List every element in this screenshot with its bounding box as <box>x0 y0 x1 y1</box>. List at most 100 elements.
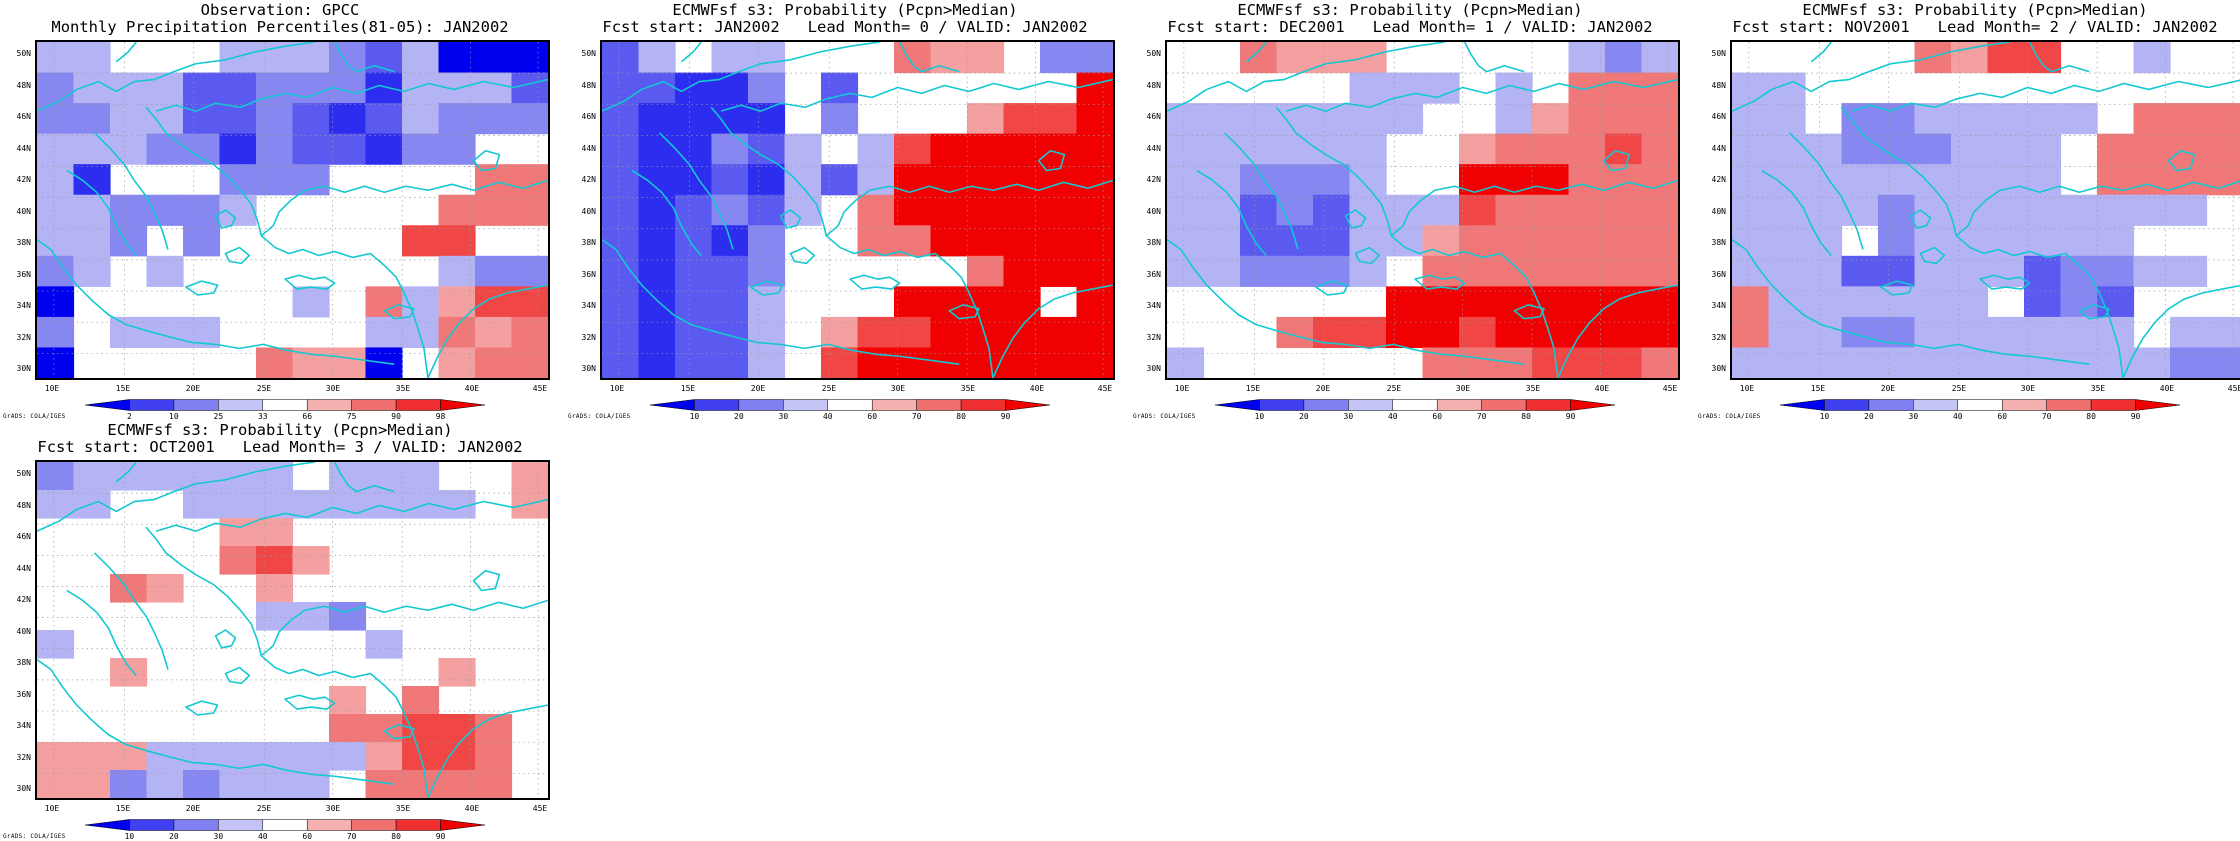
grid-cell <box>37 286 75 318</box>
title-line-2: Fcst start: NOV2001 Lead Month= 2 / VALI… <box>1732 18 2218 36</box>
grid-cell <box>1568 255 1606 287</box>
colorbar-segment <box>351 819 397 831</box>
lat-label: 42N <box>1146 175 1161 184</box>
grid-cell <box>1950 316 1989 349</box>
lat-label: 44N <box>1711 143 1726 153</box>
grid-cell <box>2097 194 2135 226</box>
grid-cell <box>1804 133 1843 165</box>
grid-cell <box>1568 42 1606 74</box>
grid-cell <box>1605 347 1643 378</box>
colorbar-label: 80 <box>391 832 401 841</box>
grid-cell <box>674 347 713 378</box>
grid-cell <box>73 462 111 491</box>
lat-label: 50N <box>16 469 31 478</box>
grid-cell <box>475 42 513 74</box>
grid-cell <box>1385 225 1424 257</box>
grid-cell <box>2097 255 2135 287</box>
grid-cell <box>1167 225 1205 257</box>
colorbar-segment <box>694 399 740 411</box>
grid-cell <box>511 72 548 104</box>
map-panel-observation: Observation: GPCC Monthly Precipitation … <box>0 0 560 421</box>
grid-cell <box>37 255 75 287</box>
colorbar-label: 40 <box>822 412 833 421</box>
panel-title: ECMWFsf s3: Probability (Pcpn>Median) Fc… <box>0 422 560 456</box>
grid-cell <box>109 770 148 798</box>
grid-cell <box>1732 316 1770 349</box>
grid-cell <box>2024 347 2062 378</box>
coastline <box>1761 169 1832 256</box>
grid-cell <box>1276 42 1314 74</box>
grid-cell <box>402 133 440 165</box>
colorbar-label: 10 <box>169 412 179 421</box>
grid-cell <box>2060 286 2098 318</box>
colorbar-label: 70 <box>346 832 357 841</box>
grid-cell <box>1239 194 1278 226</box>
title-line-1: ECMWFsf s3: Probability (Pcpn>Median) <box>1237 1 1583 19</box>
colorbar-segment <box>1868 399 1914 411</box>
colorbar-label: 30 <box>1343 412 1354 421</box>
grid-cell <box>1003 164 1041 196</box>
map-frame <box>35 460 550 800</box>
lat-label: 36N <box>16 689 31 699</box>
grid-cell <box>37 462 75 491</box>
grid-cell <box>438 225 476 257</box>
colorbar-segment <box>129 819 175 831</box>
grid-cell <box>1532 164 1570 196</box>
grid-cell <box>255 347 294 378</box>
colorbar-segment <box>827 399 873 411</box>
grid-cell <box>182 489 221 519</box>
lon-label: 10E <box>1739 384 1755 393</box>
grid-cell <box>329 103 367 135</box>
grid-cell <box>674 286 713 318</box>
grid-cell <box>1987 316 2025 349</box>
grid-cell <box>1914 133 1952 165</box>
grid-cell <box>2024 42 2062 74</box>
colorbar-label: 40 <box>1387 412 1398 421</box>
lon-label: 45E <box>532 384 548 393</box>
lon-label: 20E <box>750 384 766 393</box>
grid-cell <box>219 42 257 74</box>
grid-cell <box>1040 133 1078 165</box>
grid-cell <box>1568 133 1606 165</box>
grid-cell <box>1167 103 1205 135</box>
grid-cell <box>747 42 786 74</box>
lat-label: 48N <box>16 80 31 90</box>
lat-label: 30N <box>1711 364 1726 373</box>
colorbar-segment <box>1215 399 1260 411</box>
lon-label: 30E <box>325 384 341 393</box>
lat-label: 40N <box>581 206 596 216</box>
grid-cell <box>292 286 330 318</box>
lat-label: 34N <box>16 301 31 310</box>
grid-cell <box>37 42 75 74</box>
colorbar-segment <box>2001 399 2047 411</box>
colorbar-label: 20 <box>734 412 744 421</box>
grid-cell <box>292 103 330 135</box>
grid-cell <box>1422 72 1460 104</box>
grid-cell <box>1768 316 1806 349</box>
grid-cell <box>1641 103 1678 135</box>
grid-cell <box>1495 316 1533 349</box>
grid-cell <box>511 103 548 135</box>
grid-cell <box>1804 225 1843 257</box>
grid-cell <box>1422 194 1460 226</box>
grid-cell <box>1239 255 1278 287</box>
grid-cell <box>146 770 184 798</box>
lat-label: 38N <box>16 658 31 667</box>
grid-cell <box>711 255 749 287</box>
grid-cell <box>146 255 184 287</box>
grid-cell <box>638 42 676 74</box>
lon-label: 25E <box>821 384 837 393</box>
grid-cell <box>402 42 440 74</box>
grid-cell <box>1950 164 1989 196</box>
grid-cell <box>475 714 513 743</box>
grid-cell <box>2206 316 2240 349</box>
grid-cell <box>711 42 749 74</box>
grid-cell <box>511 462 548 491</box>
grid-cell <box>219 546 257 575</box>
grid-cell <box>857 194 895 226</box>
grid-cell <box>438 194 476 226</box>
map-frame <box>1730 40 2240 380</box>
grid-cell <box>2024 286 2062 318</box>
grid-cell <box>329 686 367 715</box>
grid-cell <box>2133 255 2171 287</box>
